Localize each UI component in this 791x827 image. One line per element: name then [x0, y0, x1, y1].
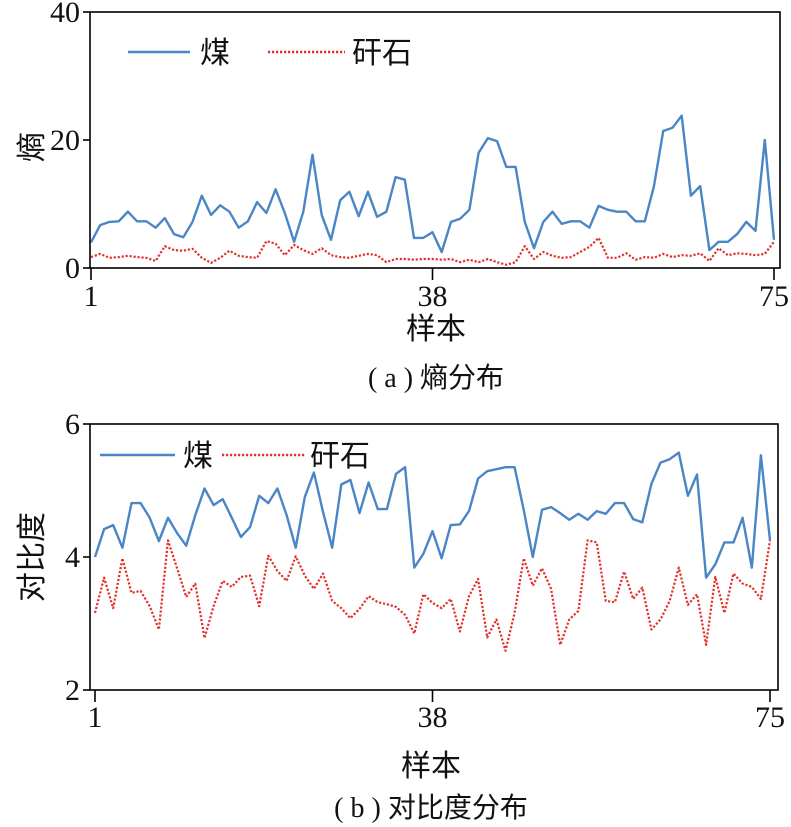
legend-label-gangue: 矸石: [352, 37, 412, 70]
x-tick-label: 1: [88, 701, 103, 734]
coal-series-line: [89, 114, 776, 254]
legend: 煤 矸石: [128, 37, 412, 70]
x-tick-label: 38: [418, 280, 448, 313]
x-tick-label: 38: [418, 701, 448, 734]
x-axis-label: 样本: [401, 750, 461, 783]
series-layer: [93, 451, 772, 652]
x-tick-label: 75: [759, 280, 789, 313]
legend-label-coal: 煤: [183, 440, 213, 473]
coal-series-line: [93, 451, 772, 579]
x-tick-label: 1: [84, 280, 99, 313]
contrast-chart: 2 4 6 1 38 75 煤 矸石 对比度 样本 ( b ) 对比度分布: [16, 408, 785, 824]
axis-ticks: 2 4 6 1 38 75: [65, 408, 785, 734]
y-tick-label: 0: [65, 252, 80, 285]
x-axis-label: 样本: [406, 313, 466, 346]
y-tick-label: 4: [65, 541, 80, 574]
gangue-series-line: [90, 236, 775, 266]
legend-label-gangue: 矸石: [310, 440, 370, 473]
y-axis-label: 对比度: [16, 512, 49, 602]
y-tick-label: 20: [50, 124, 80, 157]
legend: 煤 矸石: [100, 440, 370, 473]
y-axis-label: 熵: [16, 132, 49, 162]
legend-label-coal: 煤: [200, 37, 230, 70]
y-tick-label: 6: [65, 408, 80, 441]
chart-caption: ( a ) 熵分布: [368, 362, 504, 394]
x-tick-label: 75: [755, 701, 785, 734]
y-tick-label: 2: [65, 674, 80, 707]
axis-ticks: 0 20 40 1 38 75: [50, 0, 789, 313]
y-tick-label: 40: [50, 0, 80, 29]
series-layer: [89, 114, 776, 266]
chart-caption: ( b ) 对比度分布: [334, 792, 528, 824]
gangue-series-line: [93, 539, 772, 652]
entropy-chart: 0 20 40 1 38 75 煤 矸石 熵 样本 ( a ) 熵分布: [16, 0, 789, 394]
